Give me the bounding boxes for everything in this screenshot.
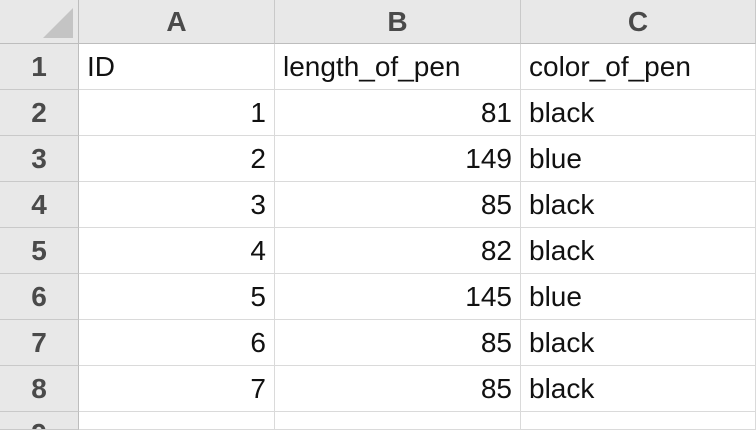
cell-c8[interactable]: black <box>521 366 756 412</box>
column-header-b[interactable]: B <box>275 0 521 44</box>
row-header-2[interactable]: 2 <box>0 90 79 136</box>
cell-b8[interactable]: 85 <box>275 366 521 412</box>
cell-b1[interactable]: length_of_pen <box>275 44 521 90</box>
cell-b2[interactable]: 81 <box>275 90 521 136</box>
cell-a1[interactable]: ID <box>79 44 275 90</box>
cell-c1[interactable]: color_of_pen <box>521 44 756 90</box>
row-header-9-label: 9 <box>31 418 47 429</box>
cell-a4[interactable]: 3 <box>79 182 275 228</box>
cell-a5[interactable]: 4 <box>79 228 275 274</box>
select-all-triangle-icon <box>43 8 73 38</box>
row-header-9[interactable]: 9 <box>0 412 79 430</box>
column-header-a[interactable]: A <box>79 0 275 44</box>
row-header-7[interactable]: 7 <box>0 320 79 366</box>
row-header-1[interactable]: 1 <box>0 44 79 90</box>
cell-a2[interactable]: 1 <box>79 90 275 136</box>
cell-c4[interactable]: black <box>521 182 756 228</box>
row-header-8[interactable]: 8 <box>0 366 79 412</box>
cell-c9[interactable] <box>521 412 756 430</box>
cell-a6[interactable]: 5 <box>79 274 275 320</box>
cell-b5[interactable]: 82 <box>275 228 521 274</box>
cell-b3[interactable]: 149 <box>275 136 521 182</box>
cell-b6[interactable]: 145 <box>275 274 521 320</box>
cell-c6[interactable]: blue <box>521 274 756 320</box>
column-header-c[interactable]: C <box>521 0 756 44</box>
row-header-6[interactable]: 6 <box>0 274 79 320</box>
select-all-corner[interactable] <box>0 0 79 44</box>
cell-c5[interactable]: black <box>521 228 756 274</box>
cell-c2[interactable]: black <box>521 90 756 136</box>
cell-a9[interactable] <box>79 412 275 430</box>
row-header-3[interactable]: 3 <box>0 136 79 182</box>
cell-c3[interactable]: blue <box>521 136 756 182</box>
row-header-5[interactable]: 5 <box>0 228 79 274</box>
row-header-4[interactable]: 4 <box>0 182 79 228</box>
cell-a3[interactable]: 2 <box>79 136 275 182</box>
cell-a8[interactable]: 7 <box>79 366 275 412</box>
cell-b9[interactable] <box>275 412 521 430</box>
cell-a7[interactable]: 6 <box>79 320 275 366</box>
cell-b7[interactable]: 85 <box>275 320 521 366</box>
cell-b4[interactable]: 85 <box>275 182 521 228</box>
cell-c7[interactable]: black <box>521 320 756 366</box>
